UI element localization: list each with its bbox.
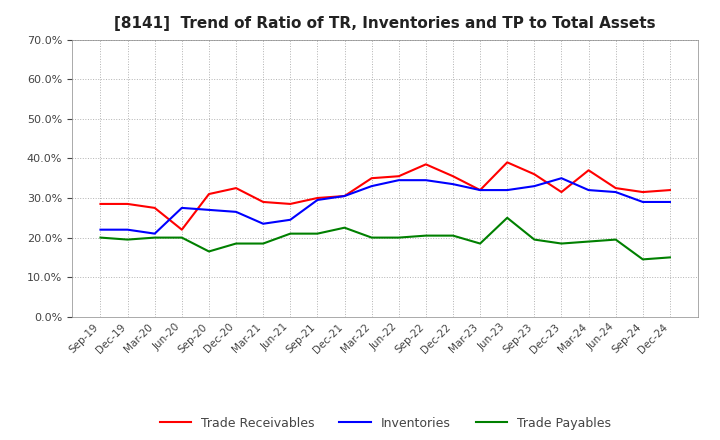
- Trade Payables: [639, 257, 647, 262]
- Legend: Trade Receivables, Inventories, Trade Payables: Trade Receivables, Inventories, Trade Pa…: [155, 412, 616, 435]
- Trade Payables: [503, 215, 511, 220]
- Trade Payables: [367, 235, 376, 240]
- Trade Receivables: [639, 189, 647, 194]
- Line: Trade Payables: Trade Payables: [101, 218, 670, 259]
- Trade Receivables: [204, 191, 213, 197]
- Trade Receivables: [286, 201, 294, 206]
- Trade Payables: [313, 231, 322, 236]
- Inventories: [639, 199, 647, 205]
- Inventories: [421, 177, 430, 183]
- Trade Receivables: [503, 160, 511, 165]
- Trade Receivables: [313, 195, 322, 201]
- Inventories: [123, 227, 132, 232]
- Trade Payables: [584, 239, 593, 244]
- Inventories: [96, 227, 105, 232]
- Trade Payables: [395, 235, 403, 240]
- Trade Receivables: [341, 193, 349, 198]
- Trade Payables: [557, 241, 566, 246]
- Trade Payables: [421, 233, 430, 238]
- Trade Receivables: [665, 187, 674, 193]
- Trade Receivables: [178, 227, 186, 232]
- Trade Payables: [96, 235, 105, 240]
- Inventories: [503, 187, 511, 193]
- Trade Receivables: [449, 173, 457, 179]
- Trade Receivables: [150, 205, 159, 210]
- Trade Receivables: [367, 176, 376, 181]
- Inventories: [232, 209, 240, 214]
- Trade Receivables: [123, 201, 132, 206]
- Inventories: [584, 187, 593, 193]
- Inventories: [286, 217, 294, 222]
- Inventories: [611, 189, 620, 194]
- Trade Payables: [530, 237, 539, 242]
- Trade Payables: [178, 235, 186, 240]
- Trade Payables: [232, 241, 240, 246]
- Inventories: [367, 183, 376, 189]
- Inventories: [557, 176, 566, 181]
- Trade Receivables: [611, 186, 620, 191]
- Trade Payables: [286, 231, 294, 236]
- Inventories: [449, 181, 457, 187]
- Line: Trade Receivables: Trade Receivables: [101, 162, 670, 230]
- Trade Receivables: [395, 173, 403, 179]
- Inventories: [178, 205, 186, 210]
- Title: [8141]  Trend of Ratio of TR, Inventories and TP to Total Assets: [8141] Trend of Ratio of TR, Inventories…: [114, 16, 656, 32]
- Inventories: [150, 231, 159, 236]
- Trade Payables: [449, 233, 457, 238]
- Trade Payables: [150, 235, 159, 240]
- Trade Receivables: [476, 187, 485, 193]
- Trade Payables: [611, 237, 620, 242]
- Trade Receivables: [530, 172, 539, 177]
- Inventories: [395, 177, 403, 183]
- Trade Payables: [476, 241, 485, 246]
- Inventories: [313, 197, 322, 202]
- Line: Inventories: Inventories: [101, 178, 670, 234]
- Trade Payables: [204, 249, 213, 254]
- Inventories: [665, 199, 674, 205]
- Trade Receivables: [259, 199, 268, 205]
- Trade Payables: [259, 241, 268, 246]
- Trade Receivables: [232, 186, 240, 191]
- Trade Receivables: [557, 189, 566, 194]
- Trade Payables: [123, 237, 132, 242]
- Inventories: [530, 183, 539, 189]
- Trade Receivables: [96, 201, 105, 206]
- Inventories: [476, 187, 485, 193]
- Trade Receivables: [584, 168, 593, 173]
- Inventories: [204, 207, 213, 213]
- Inventories: [259, 221, 268, 226]
- Trade Payables: [665, 255, 674, 260]
- Inventories: [341, 193, 349, 198]
- Trade Receivables: [421, 161, 430, 167]
- Trade Payables: [341, 225, 349, 231]
